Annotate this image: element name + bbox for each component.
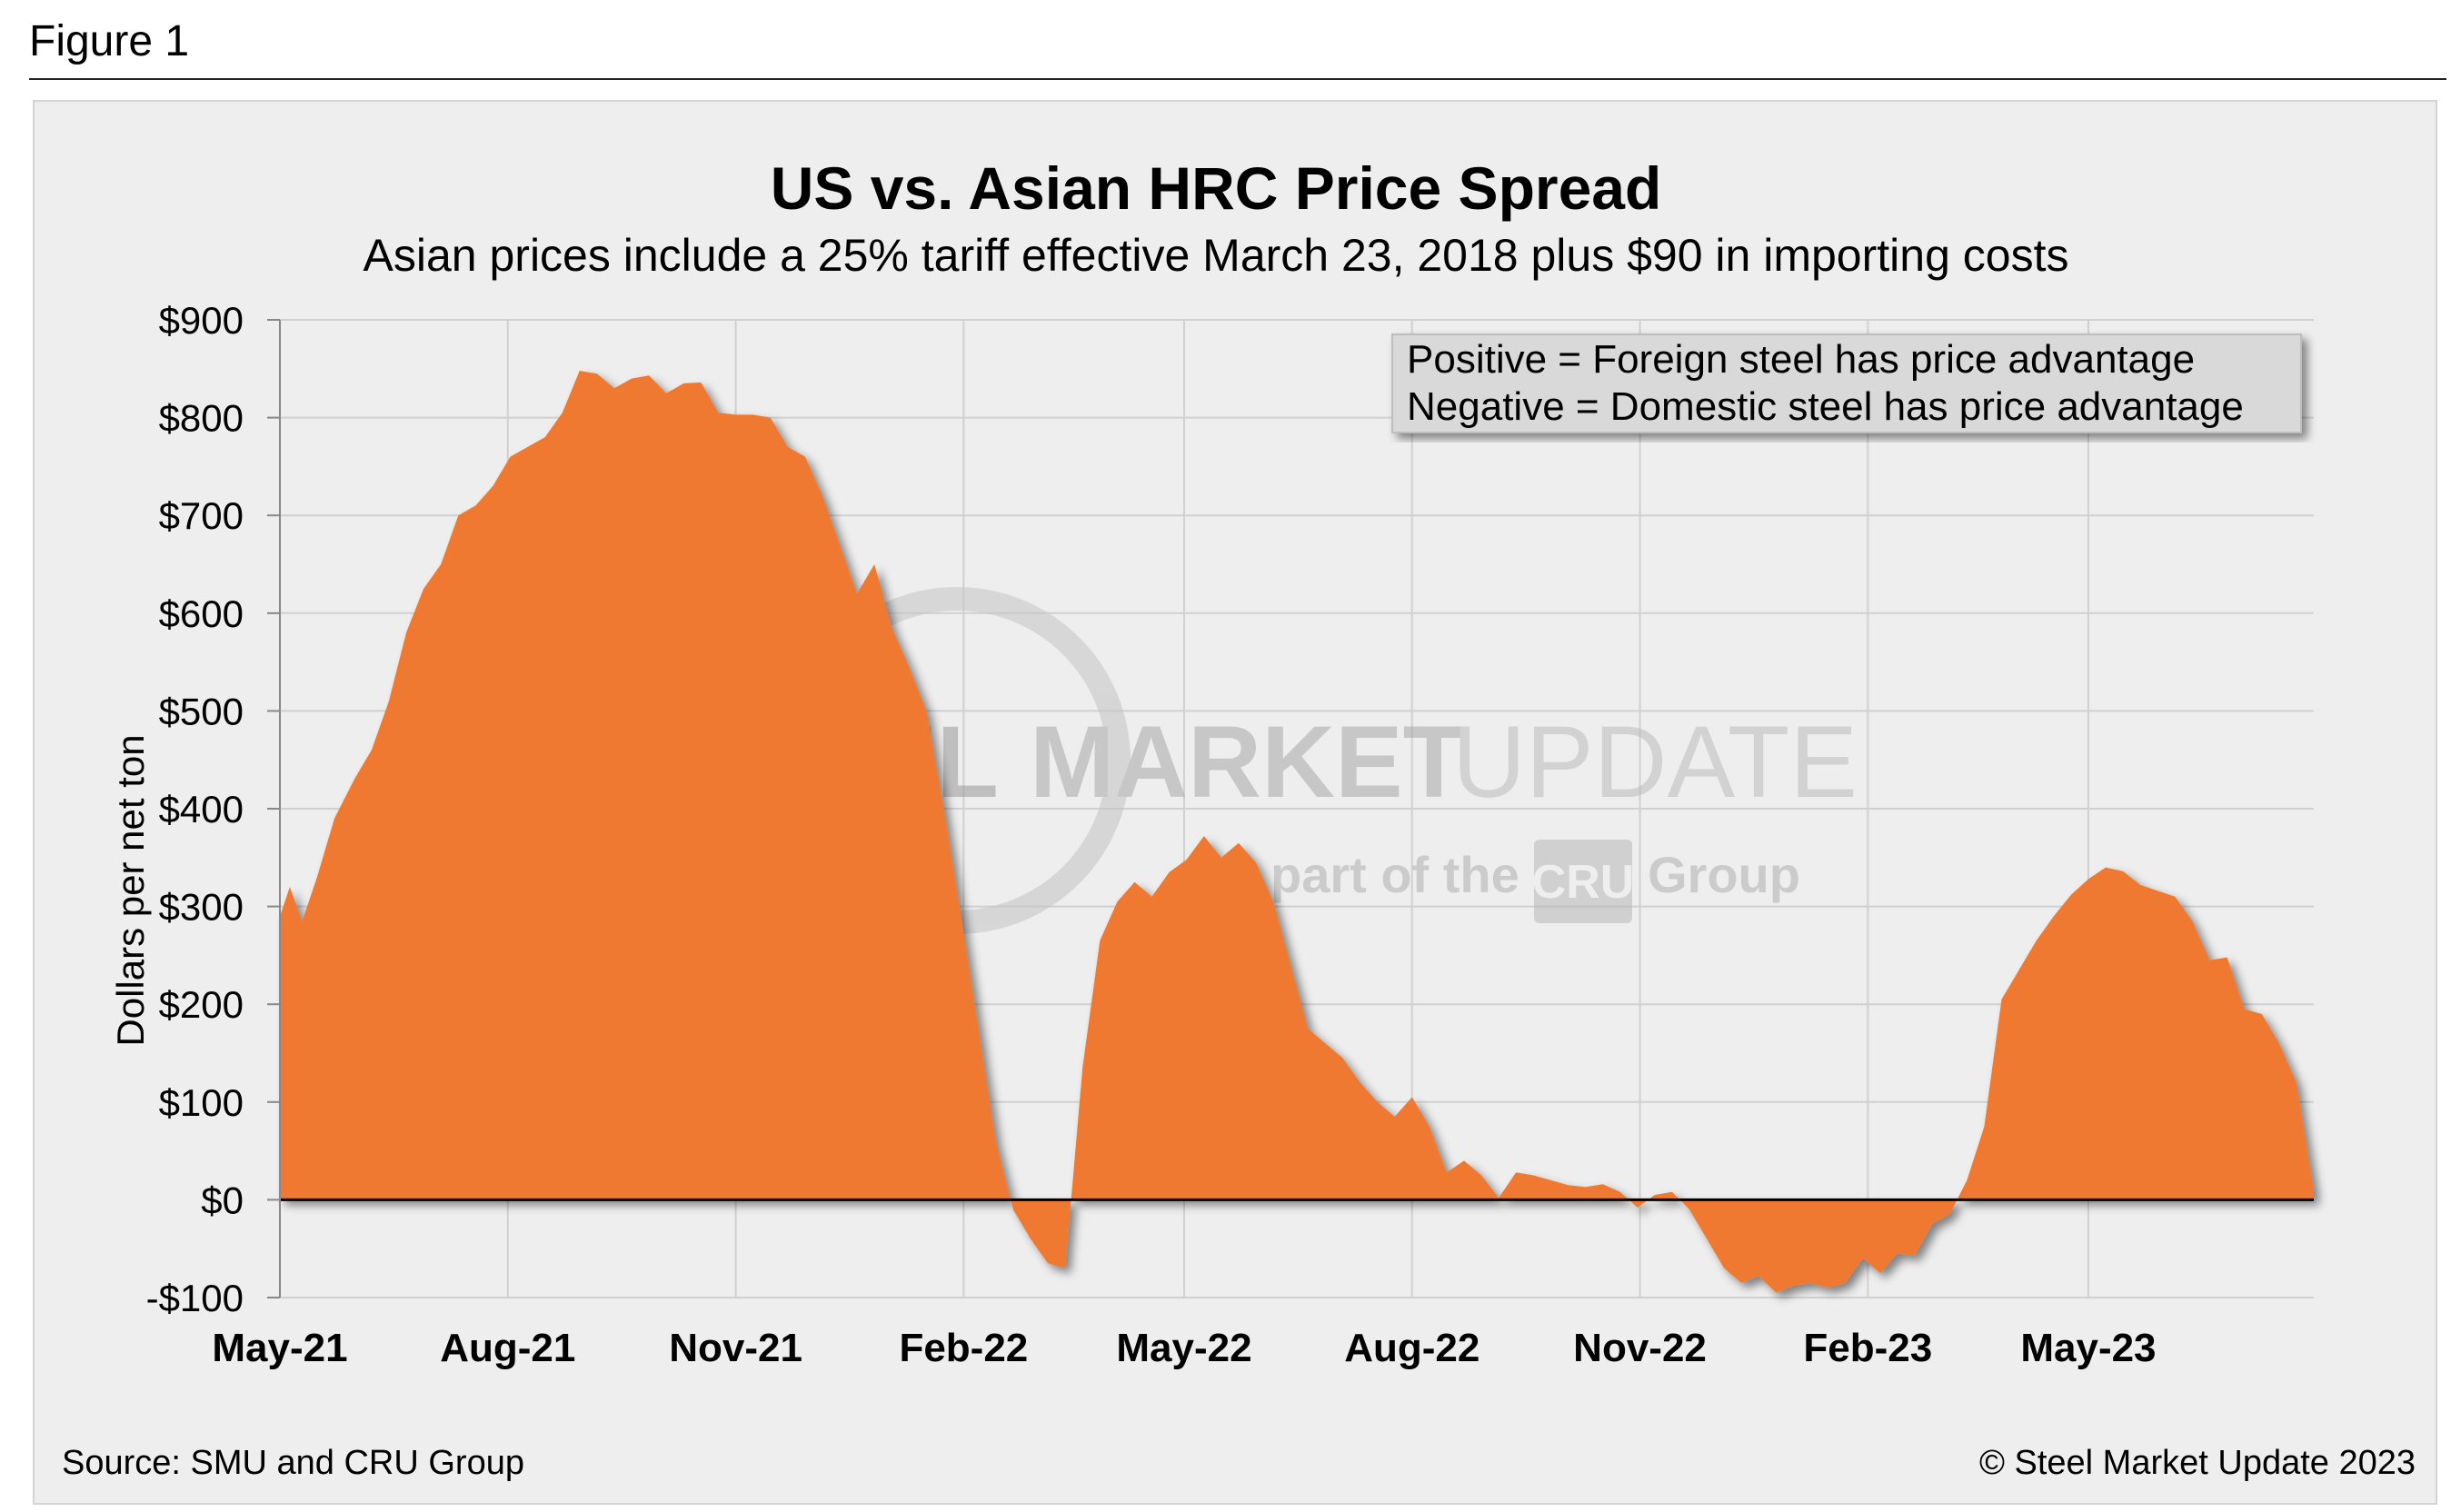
y-tick-label: $700 [159, 494, 244, 537]
y-tick-label: $400 [159, 788, 244, 831]
x-axis: May-21 Aug-21 Nov-21 Feb-22 May-22 Aug-22 Nov-… [212, 1326, 2156, 1370]
chart-title: US vs. Asian HRC Price Spread [771, 154, 1662, 222]
y-axis-label: Dollars per net ton [109, 734, 152, 1046]
legend-line-positive: Positive = Foreign steel has price advan… [1407, 337, 2195, 382]
x-tick-label: Feb-23 [1803, 1326, 1932, 1370]
x-tick-label: May-23 [2020, 1326, 2156, 1370]
spread-area [280, 371, 2314, 1293]
watermark-update: UPDATE [1452, 705, 1858, 819]
x-tick-label: May-22 [1116, 1326, 1251, 1370]
legend-box: Positive = Foreign steel has price advan… [1391, 333, 2302, 433]
watermark-tagline-pre: part of the [1270, 846, 1519, 903]
legend-line-negative: Negative = Domestic steel has price adva… [1407, 384, 2244, 429]
chart-panel: US vs. Asian HRC Price Spread Asian pric… [33, 100, 2437, 1505]
watermark-cru: CRU [1532, 856, 1635, 909]
source-note: Source: SMU and CRU Group [62, 1444, 524, 1482]
figure-label: Figure 1 [29, 17, 190, 65]
y-tick-label: $800 [159, 397, 244, 440]
y-tick-label: $500 [159, 690, 244, 732]
x-tick-label: Feb-22 [899, 1326, 1028, 1370]
y-tick-label: $0 [201, 1179, 244, 1221]
x-tick-label: Nov-21 [669, 1326, 802, 1370]
chart-subtitle: Asian prices include a 25% tariff effect… [364, 230, 2069, 281]
chart: US vs. Asian HRC Price Spread Asian pric… [62, 154, 2416, 1482]
x-tick-label: May-21 [212, 1326, 347, 1370]
x-tick-label: Nov-22 [1573, 1326, 1707, 1370]
y-tick-label: $100 [159, 1081, 244, 1124]
copyright-note: © Steel Market Update 2023 [1979, 1444, 2416, 1482]
y-tick-label: $600 [159, 592, 244, 635]
watermark-cru-box [1534, 840, 1632, 923]
y-tick-label: $900 [159, 299, 244, 342]
x-tick-label: Aug-22 [1344, 1326, 1480, 1370]
x-tick-label: Aug-21 [440, 1326, 575, 1370]
watermark-tagline-post: Group [1648, 846, 1800, 903]
watermark-market: MARKET [1030, 705, 1465, 819]
y-tick-label: $200 [159, 983, 244, 1026]
y-axis: -$100 $0 $100 $200 $300 $400 $500 $600 $700 $800 $… [146, 299, 280, 1319]
y-tick-label: -$100 [146, 1277, 244, 1319]
figure-rule [29, 78, 2446, 80]
y-tick-label: $300 [159, 886, 244, 929]
legend-background [1391, 333, 2302, 433]
